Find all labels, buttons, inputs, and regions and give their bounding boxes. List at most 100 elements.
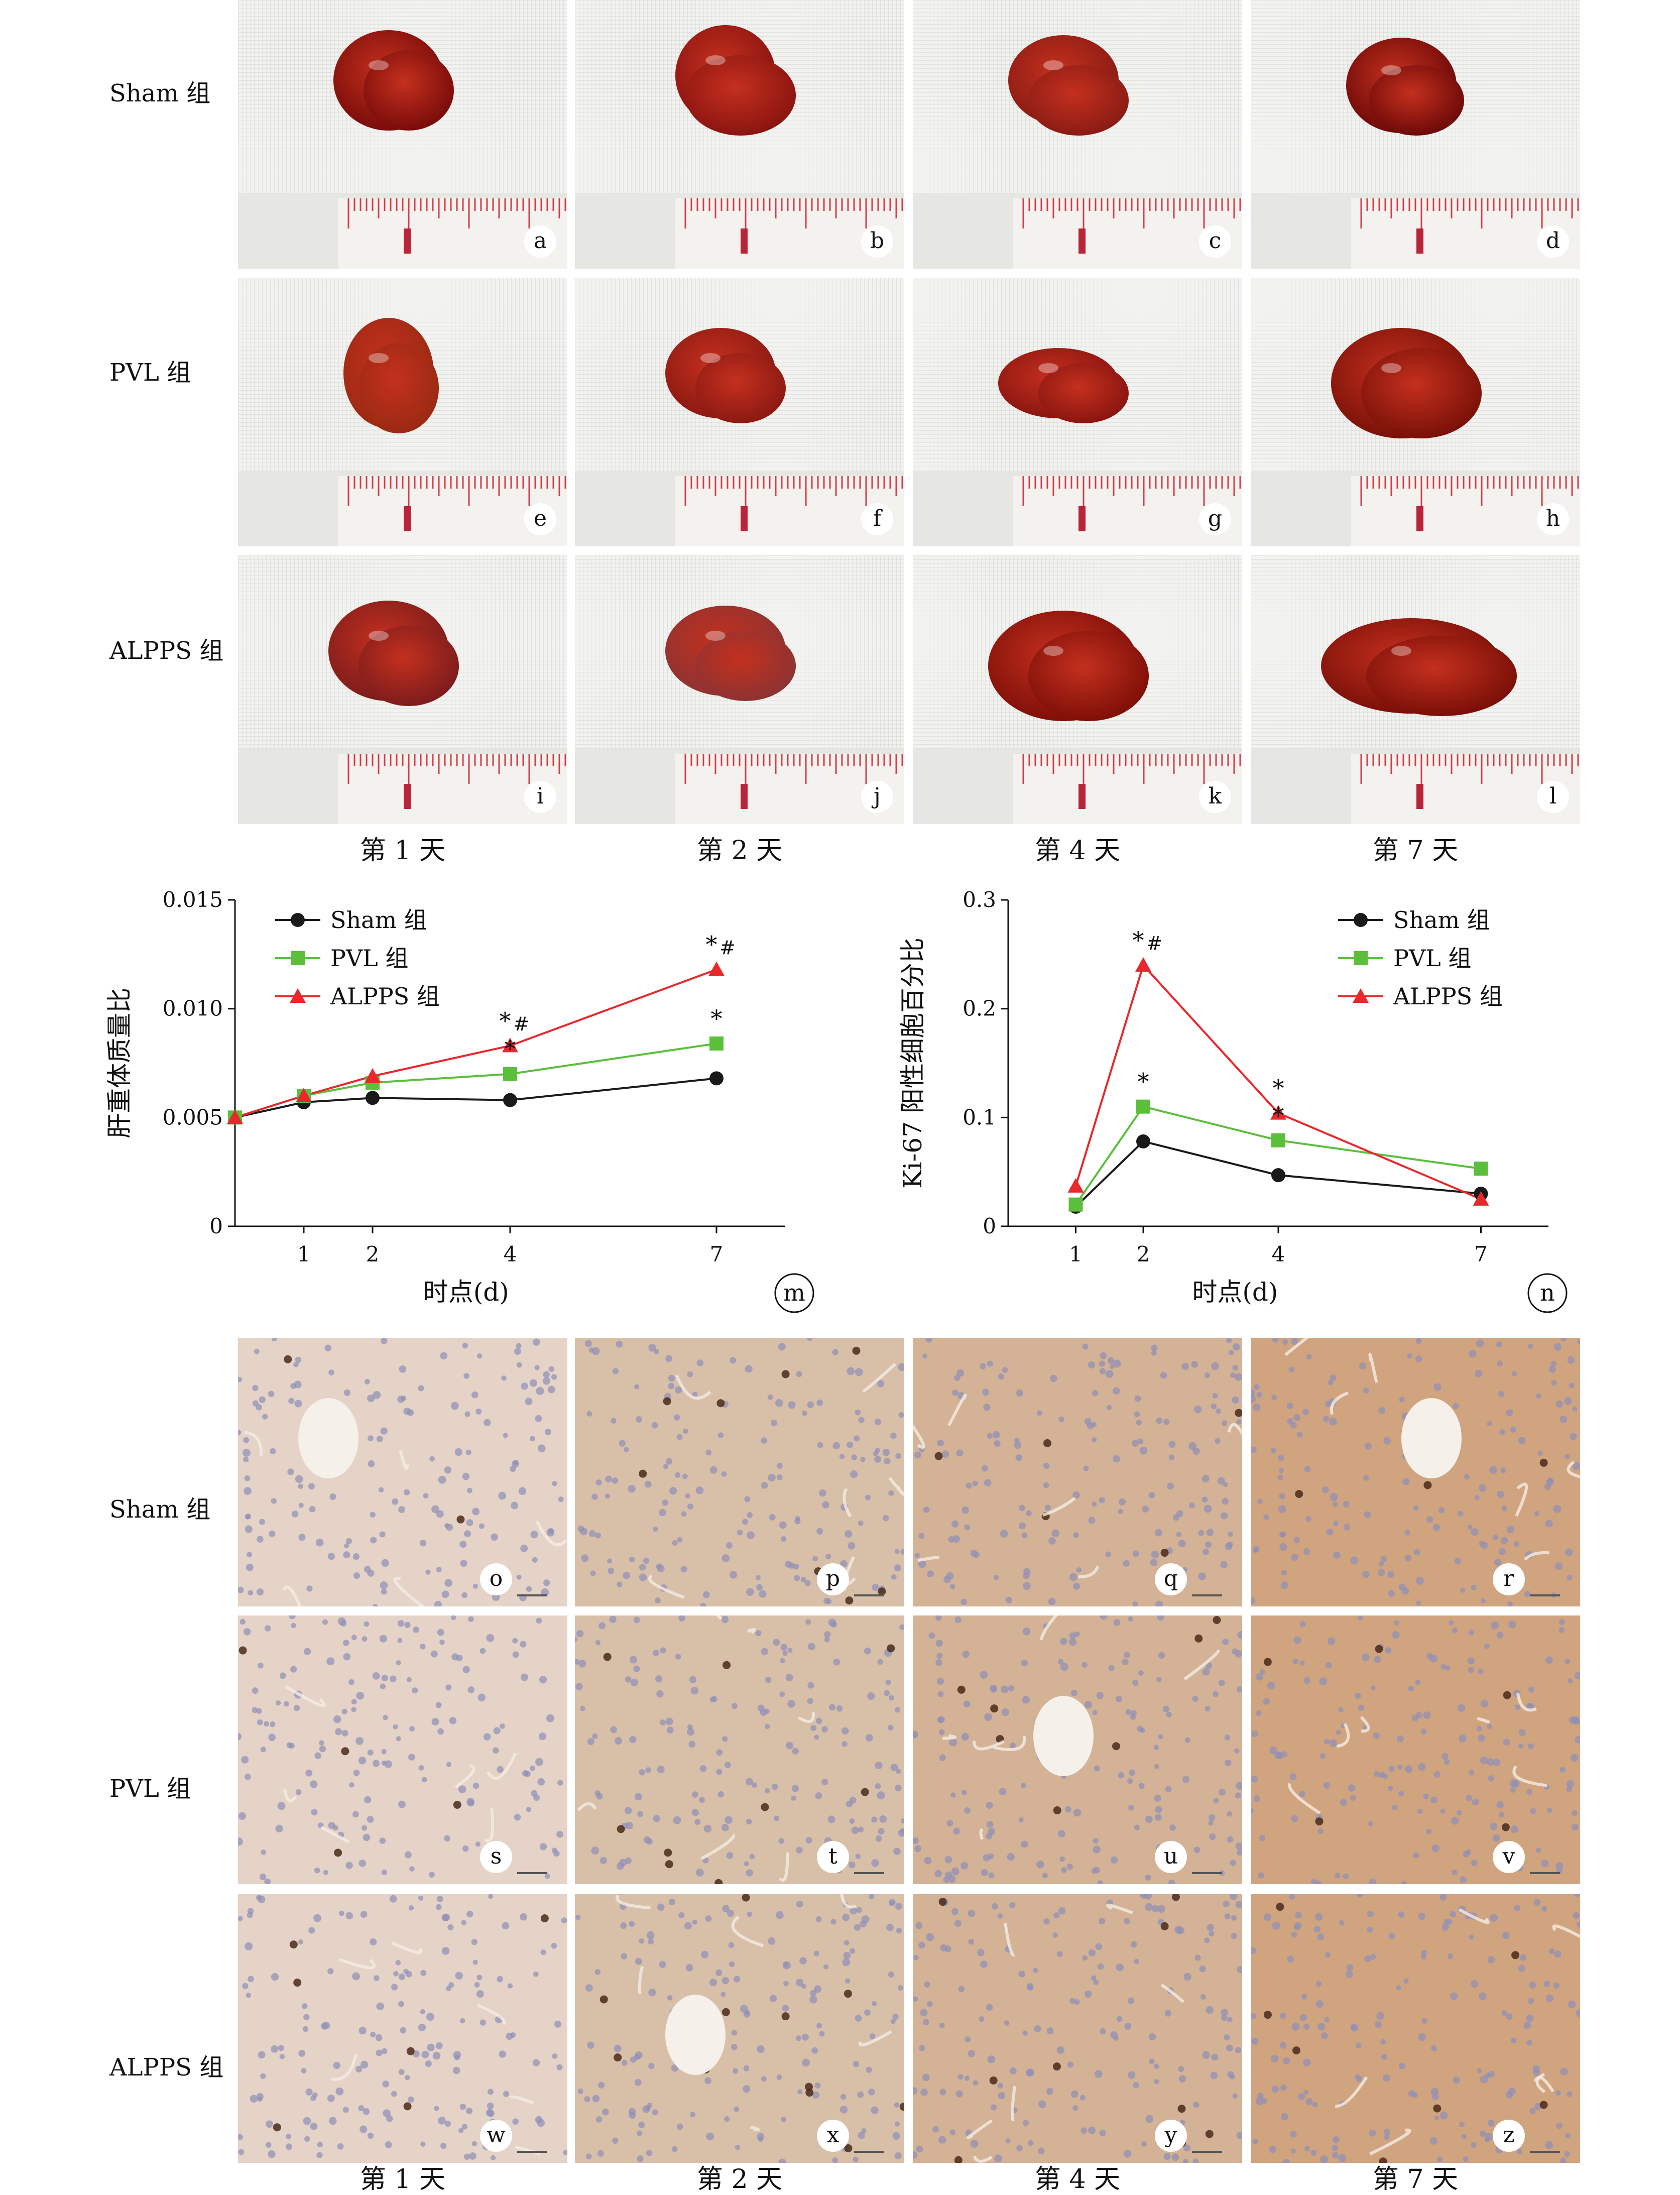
liver-photo-h: h (1251, 278, 1580, 546)
ki67-stain-s: s (238, 1615, 567, 1884)
data-point-square (503, 1067, 517, 1081)
data-point-circle (1354, 913, 1368, 927)
liver-photo-g: g (913, 278, 1242, 546)
ki67-stain-w: w (238, 1894, 567, 2163)
day-label-7: 第 7 天 (1372, 836, 1459, 866)
ki67-stain-o: o (238, 1338, 567, 1606)
significance-hash: # (719, 937, 736, 959)
data-point-circle (291, 913, 305, 927)
significance-star: * (1273, 1075, 1284, 1102)
day-label-7-bottom: 第 7 天 (1372, 2164, 1459, 2194)
x-tick-label: 2 (1137, 1242, 1150, 1266)
ki67-stain-image (1251, 1615, 1580, 1884)
legend-label: ALPPS 组 (330, 983, 440, 1010)
ki67-stain-t: t (575, 1615, 904, 1884)
data-point-square (1474, 1162, 1488, 1176)
panel-letter-badge: c (1199, 225, 1231, 258)
significance-star: * (500, 1007, 511, 1034)
liver-photo-image (238, 278, 567, 546)
data-point-triangle (1135, 957, 1151, 972)
y-tick-label: 0 (983, 1214, 996, 1238)
liver-photo-image (575, 0, 904, 269)
panel-letter-badge: b (861, 225, 893, 258)
legend-label: PVL 组 (1393, 945, 1471, 972)
x-tick-label: 2 (366, 1242, 380, 1266)
y-axis-label: 肝重体质量比 (105, 988, 134, 1138)
significance-hash: # (513, 1013, 529, 1035)
series-line (1074, 1105, 1481, 1205)
row-label-pvl-ki67: PVL 组 (109, 1775, 191, 1803)
data-point-triangle (1067, 1178, 1084, 1193)
significance-star: * (1273, 1102, 1284, 1129)
liver-photo-l: l (1251, 555, 1580, 824)
x-tick-label: 4 (504, 1242, 517, 1266)
ki67-stain-image (238, 1894, 567, 2163)
liver-photo-i: i (238, 555, 567, 824)
data-point-circle (366, 1091, 380, 1105)
ki67-stain-image (575, 1894, 904, 2163)
panel-letter-badge: z (1493, 2120, 1525, 2152)
ki67-stain-y: y (913, 1894, 1242, 2163)
ki67-stain-image (1251, 1338, 1580, 1606)
day-label-4-bottom: 第 4 天 (1034, 2164, 1121, 2194)
liver-photo-d: d (1251, 0, 1580, 269)
data-point-circle (1271, 1168, 1285, 1183)
series-line (1074, 963, 1482, 1200)
panel-letter-circle (1527, 1273, 1568, 1313)
significance-hash: # (1146, 933, 1162, 955)
ki67-stain-v: v (1251, 1615, 1580, 1884)
data-point-triangle (365, 1068, 381, 1083)
panel-letter: n (1540, 1279, 1555, 1306)
data-point-circle (709, 1071, 724, 1086)
data-point-square (1136, 1099, 1150, 1114)
ki67-chart: 0 0.1 0.2 0.3 1 2 4 7 时点(d) Ki-67 阳性细胞百分比 * # * * * Sha… (894, 884, 1597, 1328)
x-tick-label: 7 (1474, 1242, 1488, 1266)
legend-label: Sham 组 (1393, 906, 1490, 934)
data-point-circle (1136, 1134, 1150, 1148)
panel-letter-badge: y (1155, 2120, 1187, 2152)
x-tick-label: 1 (297, 1242, 311, 1266)
panel-letter-badge: j (861, 781, 893, 813)
legend-label: ALPPS 组 (1393, 983, 1503, 1010)
panel-letter-badge: o (480, 1563, 512, 1595)
x-axis-label: 时点(d) (1192, 1278, 1278, 1307)
liver-photo-image (1251, 555, 1580, 824)
liver-photo-a: a (238, 0, 567, 269)
y-tick-label: 0.010 (163, 996, 223, 1021)
data-point-square (1271, 1133, 1285, 1147)
series-line (1075, 1140, 1481, 1208)
ki67-stain-q: q (913, 1338, 1242, 1606)
x-axis-label: 时点(d) (423, 1278, 509, 1307)
liver-photo-k: k (913, 555, 1242, 824)
data-point-square (291, 951, 305, 965)
liver-photo-e: e (238, 278, 567, 546)
ki67-stain-z: z (1251, 1894, 1580, 2163)
x-tick-label: 4 (1272, 1242, 1285, 1266)
liver-photo-j: j (575, 555, 904, 824)
x-tick-label: 7 (710, 1242, 724, 1266)
ki67-stain-u: u (913, 1615, 1242, 1884)
ki67-stain-image (913, 1894, 1242, 2163)
panel-letter-badge: k (1199, 781, 1231, 813)
data-point-triangle (708, 961, 725, 976)
panel-letter-badge: d (1537, 225, 1569, 258)
significance-star: * (505, 1035, 516, 1063)
data-point-square (709, 1036, 724, 1051)
data-point-triangle (502, 1037, 518, 1053)
x-tick-label: 1 (1069, 1242, 1083, 1266)
day-label-1-bottom: 第 1 天 (359, 2164, 446, 2194)
panel-letter-badge: a (524, 225, 556, 258)
liver-photo-b: b (575, 0, 904, 269)
day-label-2: 第 2 天 (696, 836, 783, 866)
liver-photo-image (1251, 0, 1580, 269)
ki67-stain-image (238, 1338, 567, 1606)
panel-letter-badge: q (1155, 1563, 1187, 1595)
panel-letter-badge: x (817, 2120, 849, 2152)
ki67-stain-image (1251, 1894, 1580, 2163)
liver-photo-image (1251, 278, 1580, 546)
liver-photo-image (238, 0, 567, 269)
ki67-stain-x: x (575, 1894, 904, 2163)
significance-star: * (1133, 927, 1144, 954)
liver-photo-f: f (575, 278, 904, 546)
